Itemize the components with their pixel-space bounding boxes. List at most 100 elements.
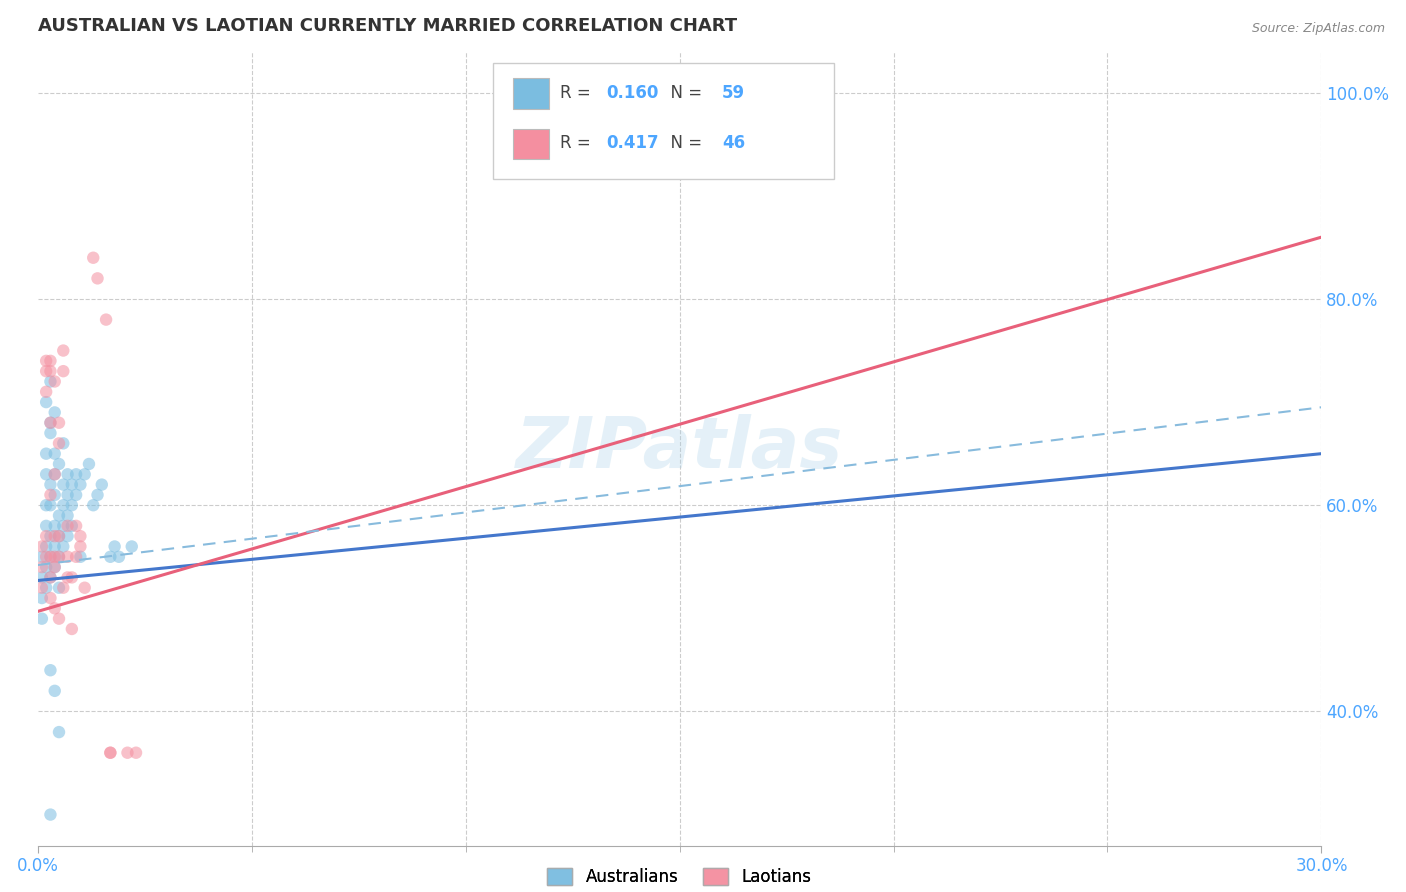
Point [35,540,58,554]
Point [48,581,70,595]
FancyBboxPatch shape [494,63,834,178]
Point [48,529,70,543]
Point [35,395,58,409]
Text: Source: ZipAtlas.com: Source: ZipAtlas.com [1251,22,1385,36]
Point [108,549,131,564]
Point [39,477,62,491]
Point [44,549,66,564]
Point [35,447,58,461]
Point [39,570,62,584]
Point [86,488,108,502]
Point [44,405,66,419]
Point [56,488,79,502]
Point [39,529,62,543]
Point [65,488,87,502]
Point [52,343,75,358]
Point [52,436,75,450]
Point [44,467,66,482]
Point [35,364,58,378]
FancyBboxPatch shape [513,78,548,109]
Point [69,549,91,564]
Point [35,384,58,399]
Text: N =: N = [661,134,707,152]
Point [56,570,79,584]
Point [52,498,75,512]
Point [39,364,62,378]
Point [35,529,58,543]
Point [35,354,58,368]
FancyBboxPatch shape [513,128,548,159]
Point [77,457,100,471]
Point [117,746,139,760]
Point [56,467,79,482]
Point [39,416,62,430]
Point [39,591,62,605]
Point [44,488,66,502]
Point [31,570,53,584]
Point [94,312,117,326]
Point [44,683,66,698]
Point [65,549,87,564]
Point [31,612,53,626]
Point [35,581,58,595]
Legend: Australians, Laotians: Australians, Laotians [541,862,818,892]
Point [73,581,96,595]
Point [39,663,62,677]
Point [121,540,143,554]
Point [90,477,112,491]
Point [65,519,87,533]
Point [35,467,58,482]
Point [86,271,108,285]
Point [35,560,58,574]
Text: AUSTRALIAN VS LAOTIAN CURRENTLY MARRIED CORRELATION CHART: AUSTRALIAN VS LAOTIAN CURRENTLY MARRIED … [38,17,737,35]
Point [82,498,104,512]
Point [48,725,70,739]
Point [31,591,53,605]
Point [125,746,148,760]
Point [44,447,66,461]
Point [60,622,83,636]
Point [56,508,79,523]
Text: ZIPatlas: ZIPatlas [516,414,844,483]
Point [44,540,66,554]
Point [60,477,83,491]
Point [39,807,62,822]
Point [39,549,62,564]
Point [56,519,79,533]
Text: 0.417: 0.417 [606,134,659,152]
Point [98,746,121,760]
Point [44,519,66,533]
Point [44,467,66,482]
Point [69,529,91,543]
Point [44,375,66,389]
Text: 46: 46 [721,134,745,152]
Point [35,549,58,564]
Point [48,549,70,564]
Point [60,570,83,584]
Point [52,519,75,533]
Text: R =: R = [560,134,596,152]
Point [69,540,91,554]
Point [56,529,79,543]
Point [48,508,70,523]
Point [60,519,83,533]
Point [48,416,70,430]
Text: 0.160: 0.160 [606,84,659,102]
Point [56,549,79,564]
Point [39,354,62,368]
Text: N =: N = [661,84,707,102]
Point [48,612,70,626]
Point [39,416,62,430]
Point [35,498,58,512]
Point [39,549,62,564]
Point [44,560,66,574]
Point [104,540,127,554]
Point [48,436,70,450]
Point [52,364,75,378]
Point [35,519,58,533]
Point [52,581,75,595]
Point [44,529,66,543]
Point [69,477,91,491]
Point [98,746,121,760]
Point [44,601,66,615]
